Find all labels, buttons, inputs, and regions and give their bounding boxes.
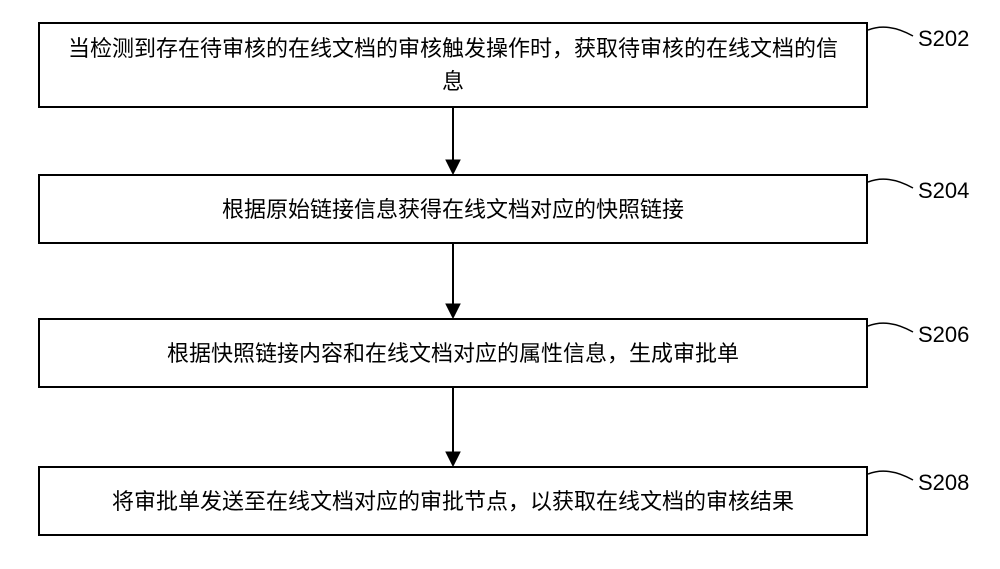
step-box-s208: 将审批单发送至在线文档对应的审批节点，以获取在线文档的审核结果 bbox=[38, 466, 868, 536]
leader-s204 bbox=[868, 174, 918, 204]
step-text: 根据原始链接信息获得在线文档对应的快照链接 bbox=[222, 193, 684, 226]
leader-s202 bbox=[868, 22, 918, 52]
step-label-s206: S206 bbox=[918, 322, 969, 348]
step-box-s206: 根据快照链接内容和在线文档对应的属性信息，生成审批单 bbox=[38, 318, 868, 388]
step-text: 根据快照链接内容和在线文档对应的属性信息，生成审批单 bbox=[167, 337, 739, 370]
step-text: 当检测到存在待审核的在线文档的审核触发操作时，获取待审核的在线文档的信息 bbox=[60, 32, 846, 98]
step-text: 将审批单发送至在线文档对应的审批节点，以获取在线文档的审核结果 bbox=[112, 485, 794, 518]
arrow-1 bbox=[443, 108, 463, 174]
leader-s208 bbox=[868, 466, 918, 496]
arrow-2 bbox=[443, 244, 463, 318]
leader-s206 bbox=[868, 318, 918, 348]
step-box-s202: 当检测到存在待审核的在线文档的审核触发操作时，获取待审核的在线文档的信息 bbox=[38, 22, 868, 108]
step-label-s208: S208 bbox=[918, 470, 969, 496]
flowchart-container: 当检测到存在待审核的在线文档的审核触发操作时，获取待审核的在线文档的信息 S20… bbox=[0, 0, 1000, 569]
step-label-s202: S202 bbox=[918, 26, 969, 52]
step-box-s204: 根据原始链接信息获得在线文档对应的快照链接 bbox=[38, 174, 868, 244]
step-label-s204: S204 bbox=[918, 178, 969, 204]
arrow-3 bbox=[443, 388, 463, 466]
